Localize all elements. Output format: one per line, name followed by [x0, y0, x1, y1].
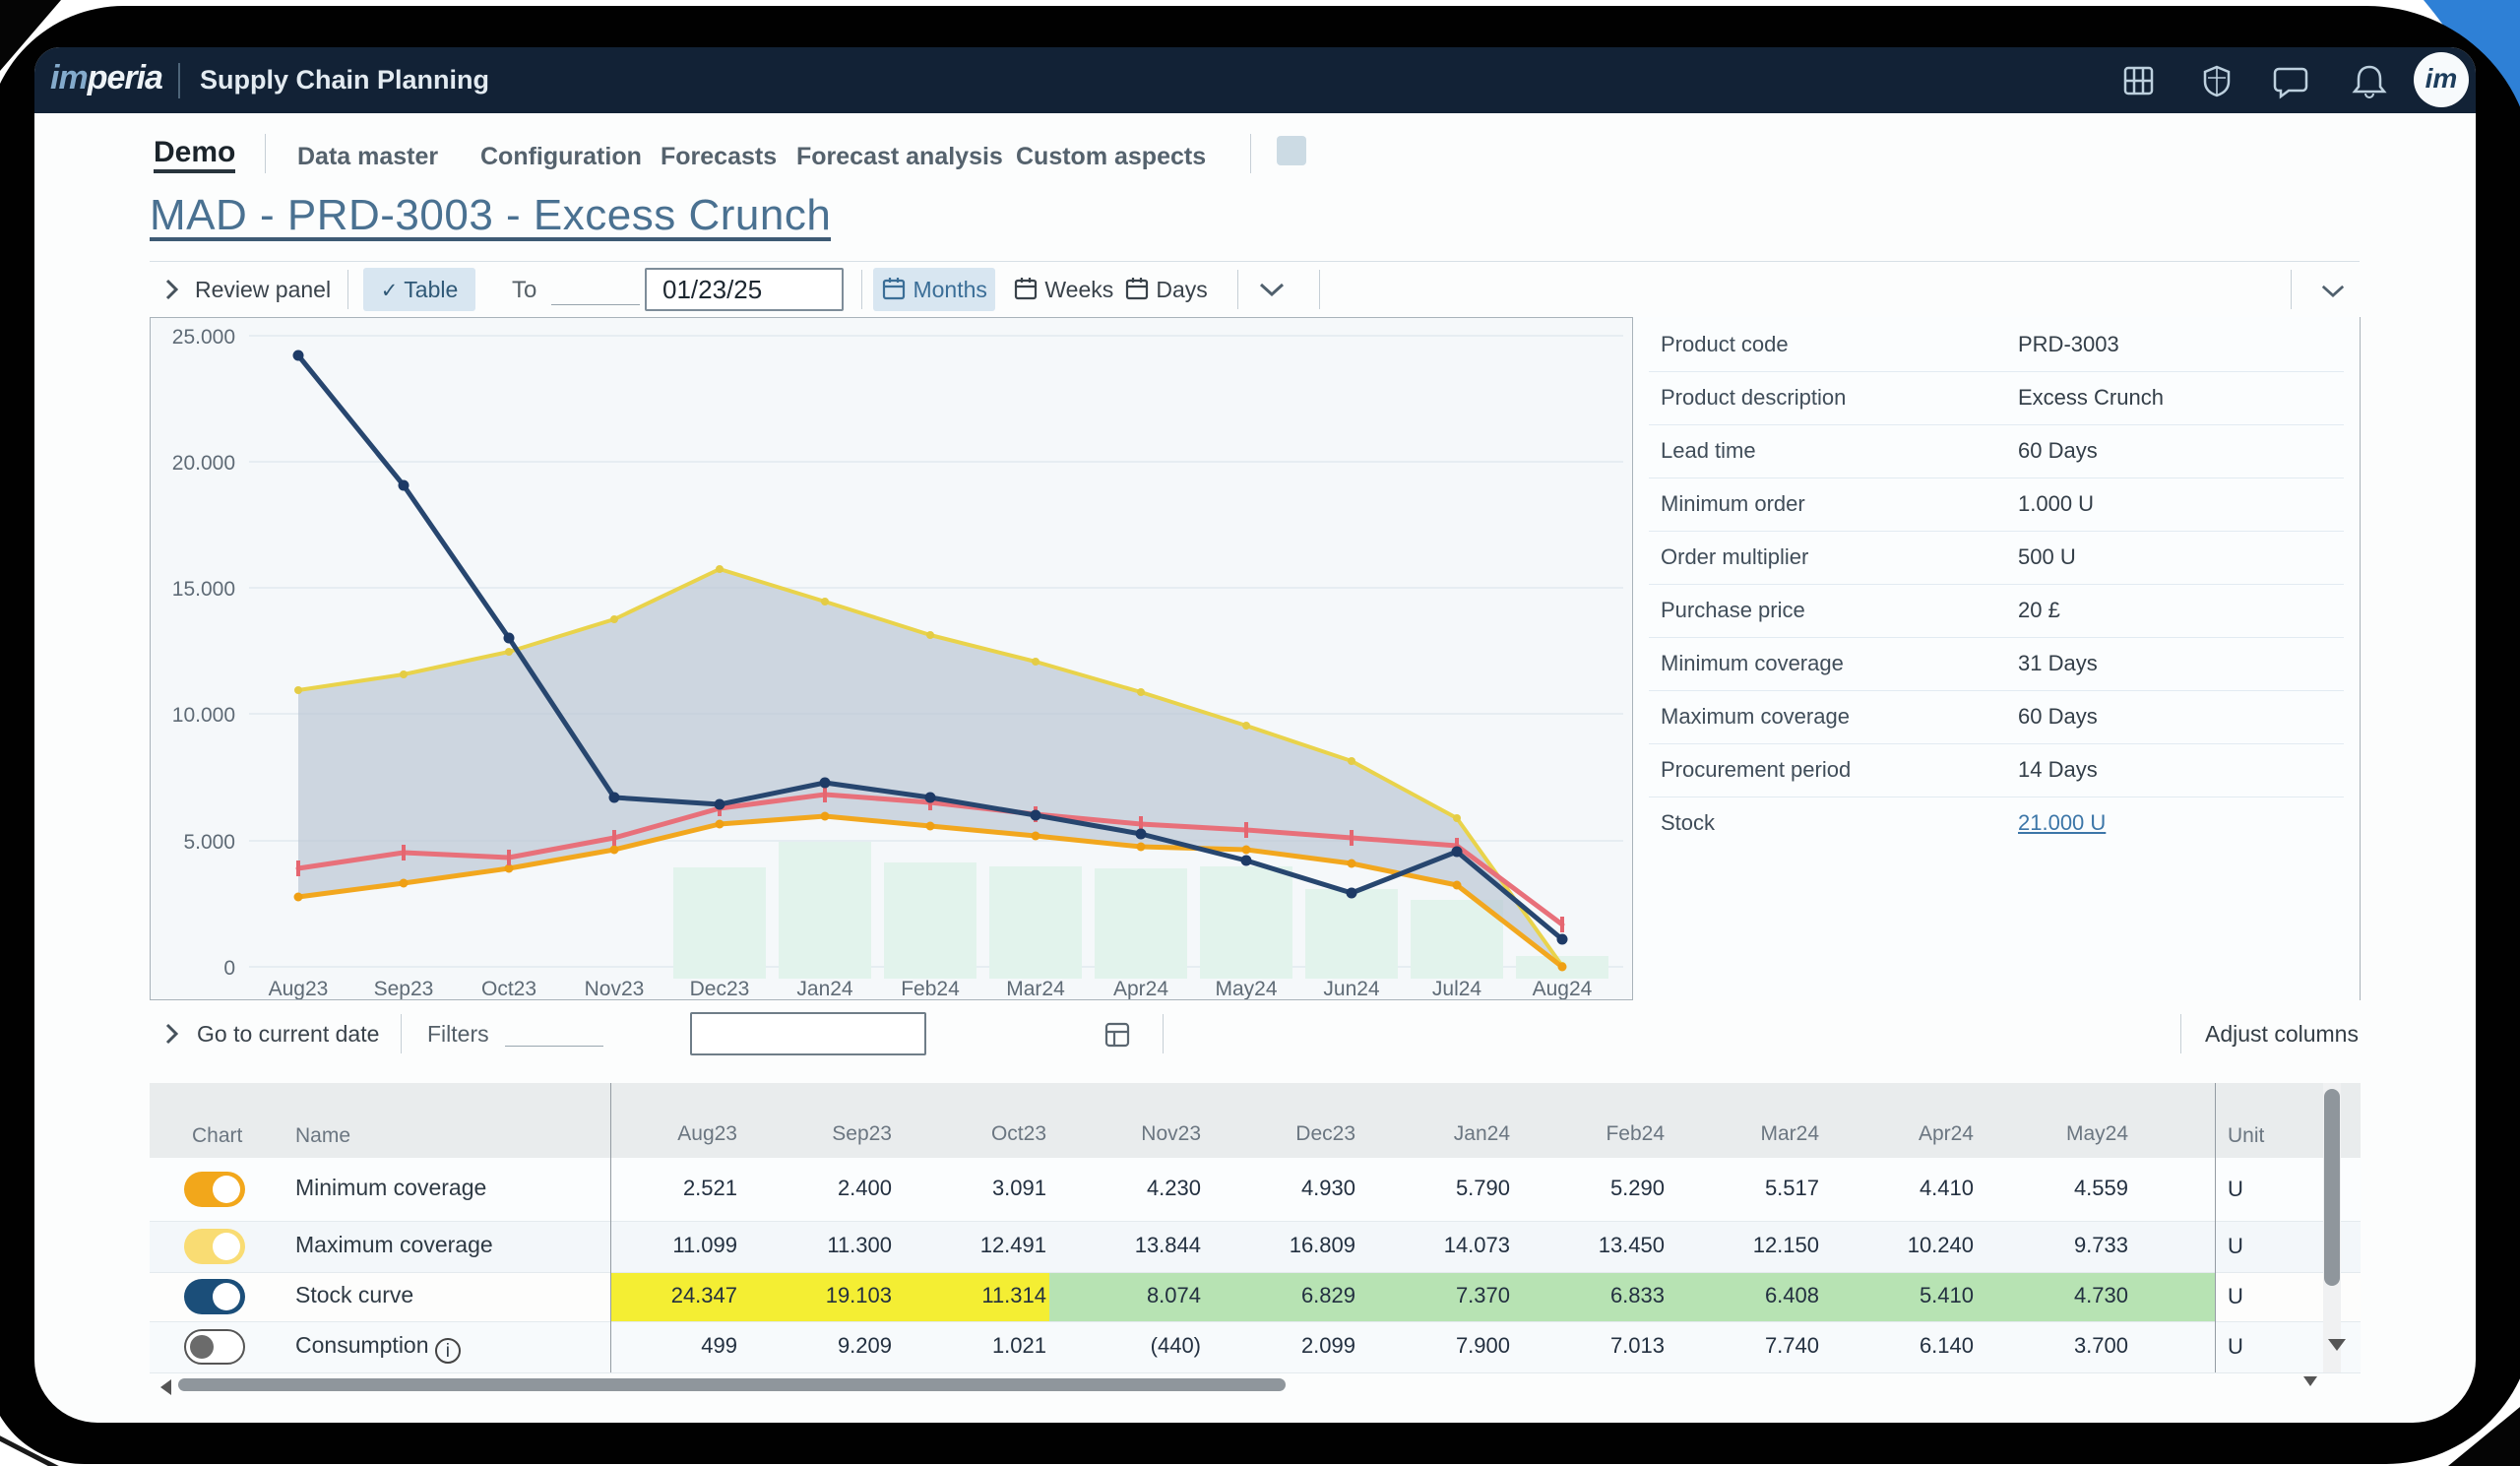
svg-text:25.000: 25.000: [172, 326, 235, 349]
svg-text:Apr24: Apr24: [1113, 978, 1168, 999]
svg-text:Oct23: Oct23: [481, 978, 536, 999]
svg-text:Aug23: Aug23: [269, 978, 329, 999]
svg-text:5.000: 5.000: [183, 831, 235, 854]
svg-text:Jan24: Jan24: [796, 978, 853, 999]
svg-text:10.000: 10.000: [172, 704, 235, 727]
svg-text:Aug24: Aug24: [1533, 978, 1593, 999]
svg-text:Dec23: Dec23: [690, 978, 750, 999]
svg-text:Jun24: Jun24: [1323, 978, 1380, 999]
svg-text:20.000: 20.000: [172, 452, 235, 475]
svg-text:Nov23: Nov23: [585, 978, 645, 999]
svg-text:0: 0: [223, 957, 235, 980]
svg-text:Mar24: Mar24: [1006, 978, 1065, 999]
svg-text:15.000: 15.000: [172, 578, 235, 601]
svg-text:Feb24: Feb24: [901, 978, 960, 999]
svg-text:May24: May24: [1215, 978, 1277, 999]
svg-text:Sep23: Sep23: [374, 978, 434, 999]
svg-text:Jul24: Jul24: [1432, 978, 1482, 999]
